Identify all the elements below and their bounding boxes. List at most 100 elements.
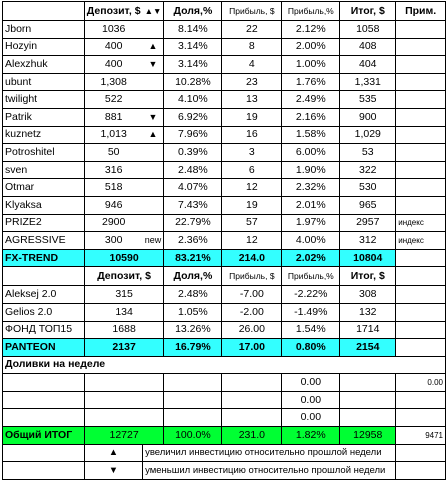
deposit-value: 400 — [83, 37, 143, 57]
share-value: 13.26% — [163, 320, 223, 340]
table-row: Potroshitel 50 0.39% 3 6.00% 53 — [2, 143, 446, 162]
investor-name: AGRESSIVE — [2, 231, 85, 250]
note-value — [395, 195, 446, 215]
dolivki-col6 — [339, 390, 397, 410]
profit-value: 22 — [221, 20, 283, 39]
table-row: Klyaksa 946 7.43% 19 2.01% 965 — [2, 195, 446, 215]
share-value: 3.14% — [163, 37, 223, 57]
profit-value: 19 — [221, 195, 283, 215]
table-row: sven 316 2.48% 6 1.90% 322 — [2, 160, 446, 180]
total-value: 404 — [339, 55, 397, 74]
dolivki-title: Доливки на неделе — [2, 355, 446, 375]
fx-trend-name: FX-TREND — [2, 248, 85, 268]
legend-spacer — [2, 443, 85, 463]
header-row-2: Депозит, $ Доля,% Прибыль, $ Прибыль,% Итог,… — [2, 266, 446, 287]
header-arrows: ▲▼ — [142, 1, 165, 21]
legend-text: уменьшил инвестицию относительно прошлой… — [142, 461, 397, 480]
share-value: 10.28% — [163, 72, 223, 92]
deposit-value: 2900 — [83, 213, 143, 233]
profit-value: 19 — [221, 107, 283, 127]
legend-text: увеличил инвестицию относительно прошлой… — [142, 443, 397, 463]
dolivki-value: 0.00 — [281, 390, 341, 410]
fx-trend-profit-pct: 2.02% — [281, 248, 341, 268]
table-row: ubunt 1,308 10.28% 23 1.76% 1,331 — [2, 72, 446, 92]
table-row: Alexzhuk 400 ▼ 3.14% 4 1.00% 404 — [2, 55, 446, 74]
profit-pct-value: 2.49% — [281, 90, 341, 109]
profit-pct-value: -1.49% — [281, 302, 341, 322]
share-value: 8.14% — [163, 20, 223, 39]
fund-name: Gelios 2.0 — [2, 302, 85, 322]
grand-total-profit-pct: 1.82% — [281, 426, 341, 445]
dolivki-deposit — [83, 373, 165, 392]
legend-row: ▼ уменьшил инвестицию относительно прошло… — [2, 461, 446, 480]
dolivki-col4 — [221, 373, 283, 392]
share-value: 6.92% — [163, 107, 223, 127]
investor-name: kuznetz — [2, 125, 85, 145]
note-value: индекс — [395, 213, 446, 233]
deposit-value: 50 — [83, 143, 143, 162]
table-row: Hozyin 400 ▲ 3.14% 8 2.00% 408 — [2, 37, 446, 57]
dolivki-note — [395, 390, 446, 410]
header2-profit: Прибыль, $ — [221, 266, 283, 287]
arrow-cell — [142, 143, 165, 162]
profit-pct-value: 4.00% — [281, 231, 341, 250]
share-value: 4.10% — [163, 90, 223, 109]
fund-name: ФОНД ТОП15 — [2, 320, 85, 340]
deposit-value: 518 — [83, 178, 143, 197]
note-value — [395, 107, 446, 127]
arrow-cell — [142, 90, 165, 109]
arrow-cell — [142, 72, 165, 92]
panteon-share: 16.79% — [163, 338, 223, 357]
header-profit: Прибыль, $ — [221, 1, 283, 21]
investor-name: Hozyin — [2, 37, 85, 57]
fx-trend-profit: 214.0 — [221, 248, 283, 268]
grand-total-row: Общий ИТОГ 12727 100.0% 231.0 1.82% 12958 9471 — [2, 426, 446, 445]
profit-value: -2.00 — [221, 302, 283, 322]
grand-total-note: 9471 — [395, 426, 446, 445]
profit-pct-value: -2.22% — [281, 285, 341, 304]
panteon-profit: 17.00 — [221, 338, 283, 357]
investor-name: Potroshitel — [2, 143, 85, 162]
table-row: Patrik 881 ▼ 6.92% 19 2.16% 900 — [2, 107, 446, 127]
down-arrow-icon: ▼ — [142, 107, 165, 127]
profit-value: 26.00 — [221, 320, 283, 340]
arrow-cell — [142, 178, 165, 197]
investor-name: PRIZE2 — [2, 213, 85, 233]
deposit-value: 300 — [83, 231, 143, 250]
profit-pct-value: 1.54% — [281, 320, 341, 340]
table-row: Jborn 1036 8.14% 22 2.12% 1058 — [2, 20, 446, 39]
profit-pct-value: 1.76% — [281, 72, 341, 92]
header-row: Депозит, $ ▲▼ Доля,% Прибыль, $ Прибыль,% Ито… — [2, 1, 446, 21]
note-value — [395, 125, 446, 145]
deposit-value: 946 — [83, 195, 143, 215]
legend-row: ▲ увеличил инвестицию относительно прошло… — [2, 443, 446, 463]
note-value — [395, 20, 446, 39]
note-value — [395, 285, 446, 304]
dolivki-note: 0.00 — [395, 373, 446, 392]
share-value: 0.39% — [163, 143, 223, 162]
up-arrow-icon: ▲ — [83, 443, 143, 463]
grand-total-deposit: 12727 — [83, 426, 165, 445]
header2-profit-pct: Прибыль,% — [281, 266, 341, 287]
panteon-deposit: 2137 — [83, 338, 165, 357]
profit-value: 23 — [221, 72, 283, 92]
header-deposit: Депозит, $ — [83, 1, 143, 21]
arrow-cell — [142, 20, 165, 39]
note-value — [395, 55, 446, 74]
profit-value: 57 — [221, 213, 283, 233]
profit-value: -7.00 — [221, 285, 283, 304]
fx-trend-total: 10804 — [339, 248, 397, 268]
profit-pct-value: 6.00% — [281, 143, 341, 162]
profit-pct-value: 2.12% — [281, 20, 341, 39]
total-value: 1058 — [339, 20, 397, 39]
dolivki-name — [2, 373, 85, 392]
table-row: AGRESSIVE 300 new 2.36% 12 4.00% 312 индекс — [2, 231, 446, 250]
total-value: 965 — [339, 195, 397, 215]
share-value: 2.48% — [163, 160, 223, 180]
investor-name: sven — [2, 160, 85, 180]
note-value — [395, 160, 446, 180]
total-value: 1714 — [339, 320, 397, 340]
dolivki-title-row: Доливки на неделе — [2, 355, 446, 375]
dolivki-row: 0.00 — [2, 390, 446, 410]
panteon-total: 2154 — [339, 338, 397, 357]
